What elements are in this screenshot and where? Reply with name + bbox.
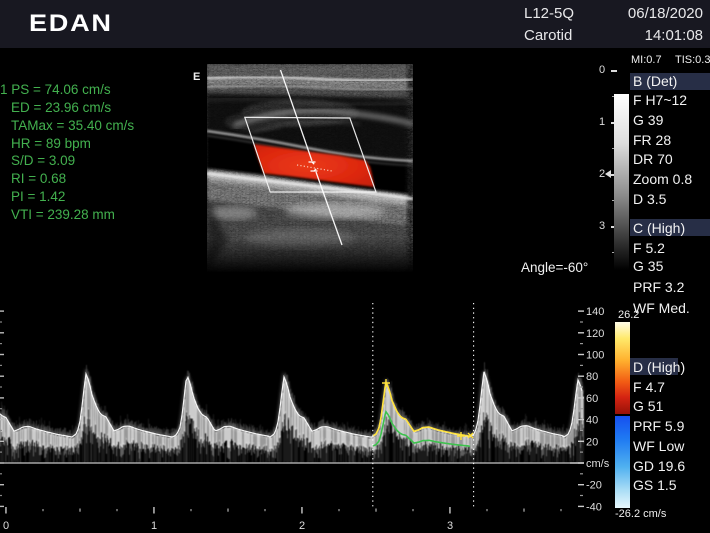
svg-text:120: 120	[586, 328, 604, 340]
svg-text:100: 100	[586, 350, 604, 362]
svg-text:-40: -40	[586, 501, 602, 513]
svg-text:cm/s: cm/s	[586, 458, 610, 470]
svg-text:2: 2	[299, 520, 305, 532]
svg-text:40: 40	[586, 415, 598, 427]
svg-text:3: 3	[447, 520, 453, 532]
svg-text:80: 80	[586, 371, 598, 383]
svg-text:60: 60	[586, 393, 598, 405]
svg-text:20: 20	[586, 436, 598, 448]
svg-text:-20: -20	[586, 480, 602, 492]
svg-text:E: E	[193, 71, 200, 83]
svg-text:1: 1	[151, 520, 157, 532]
svg-text:140: 140	[586, 306, 604, 318]
svg-text:0: 0	[3, 520, 9, 532]
